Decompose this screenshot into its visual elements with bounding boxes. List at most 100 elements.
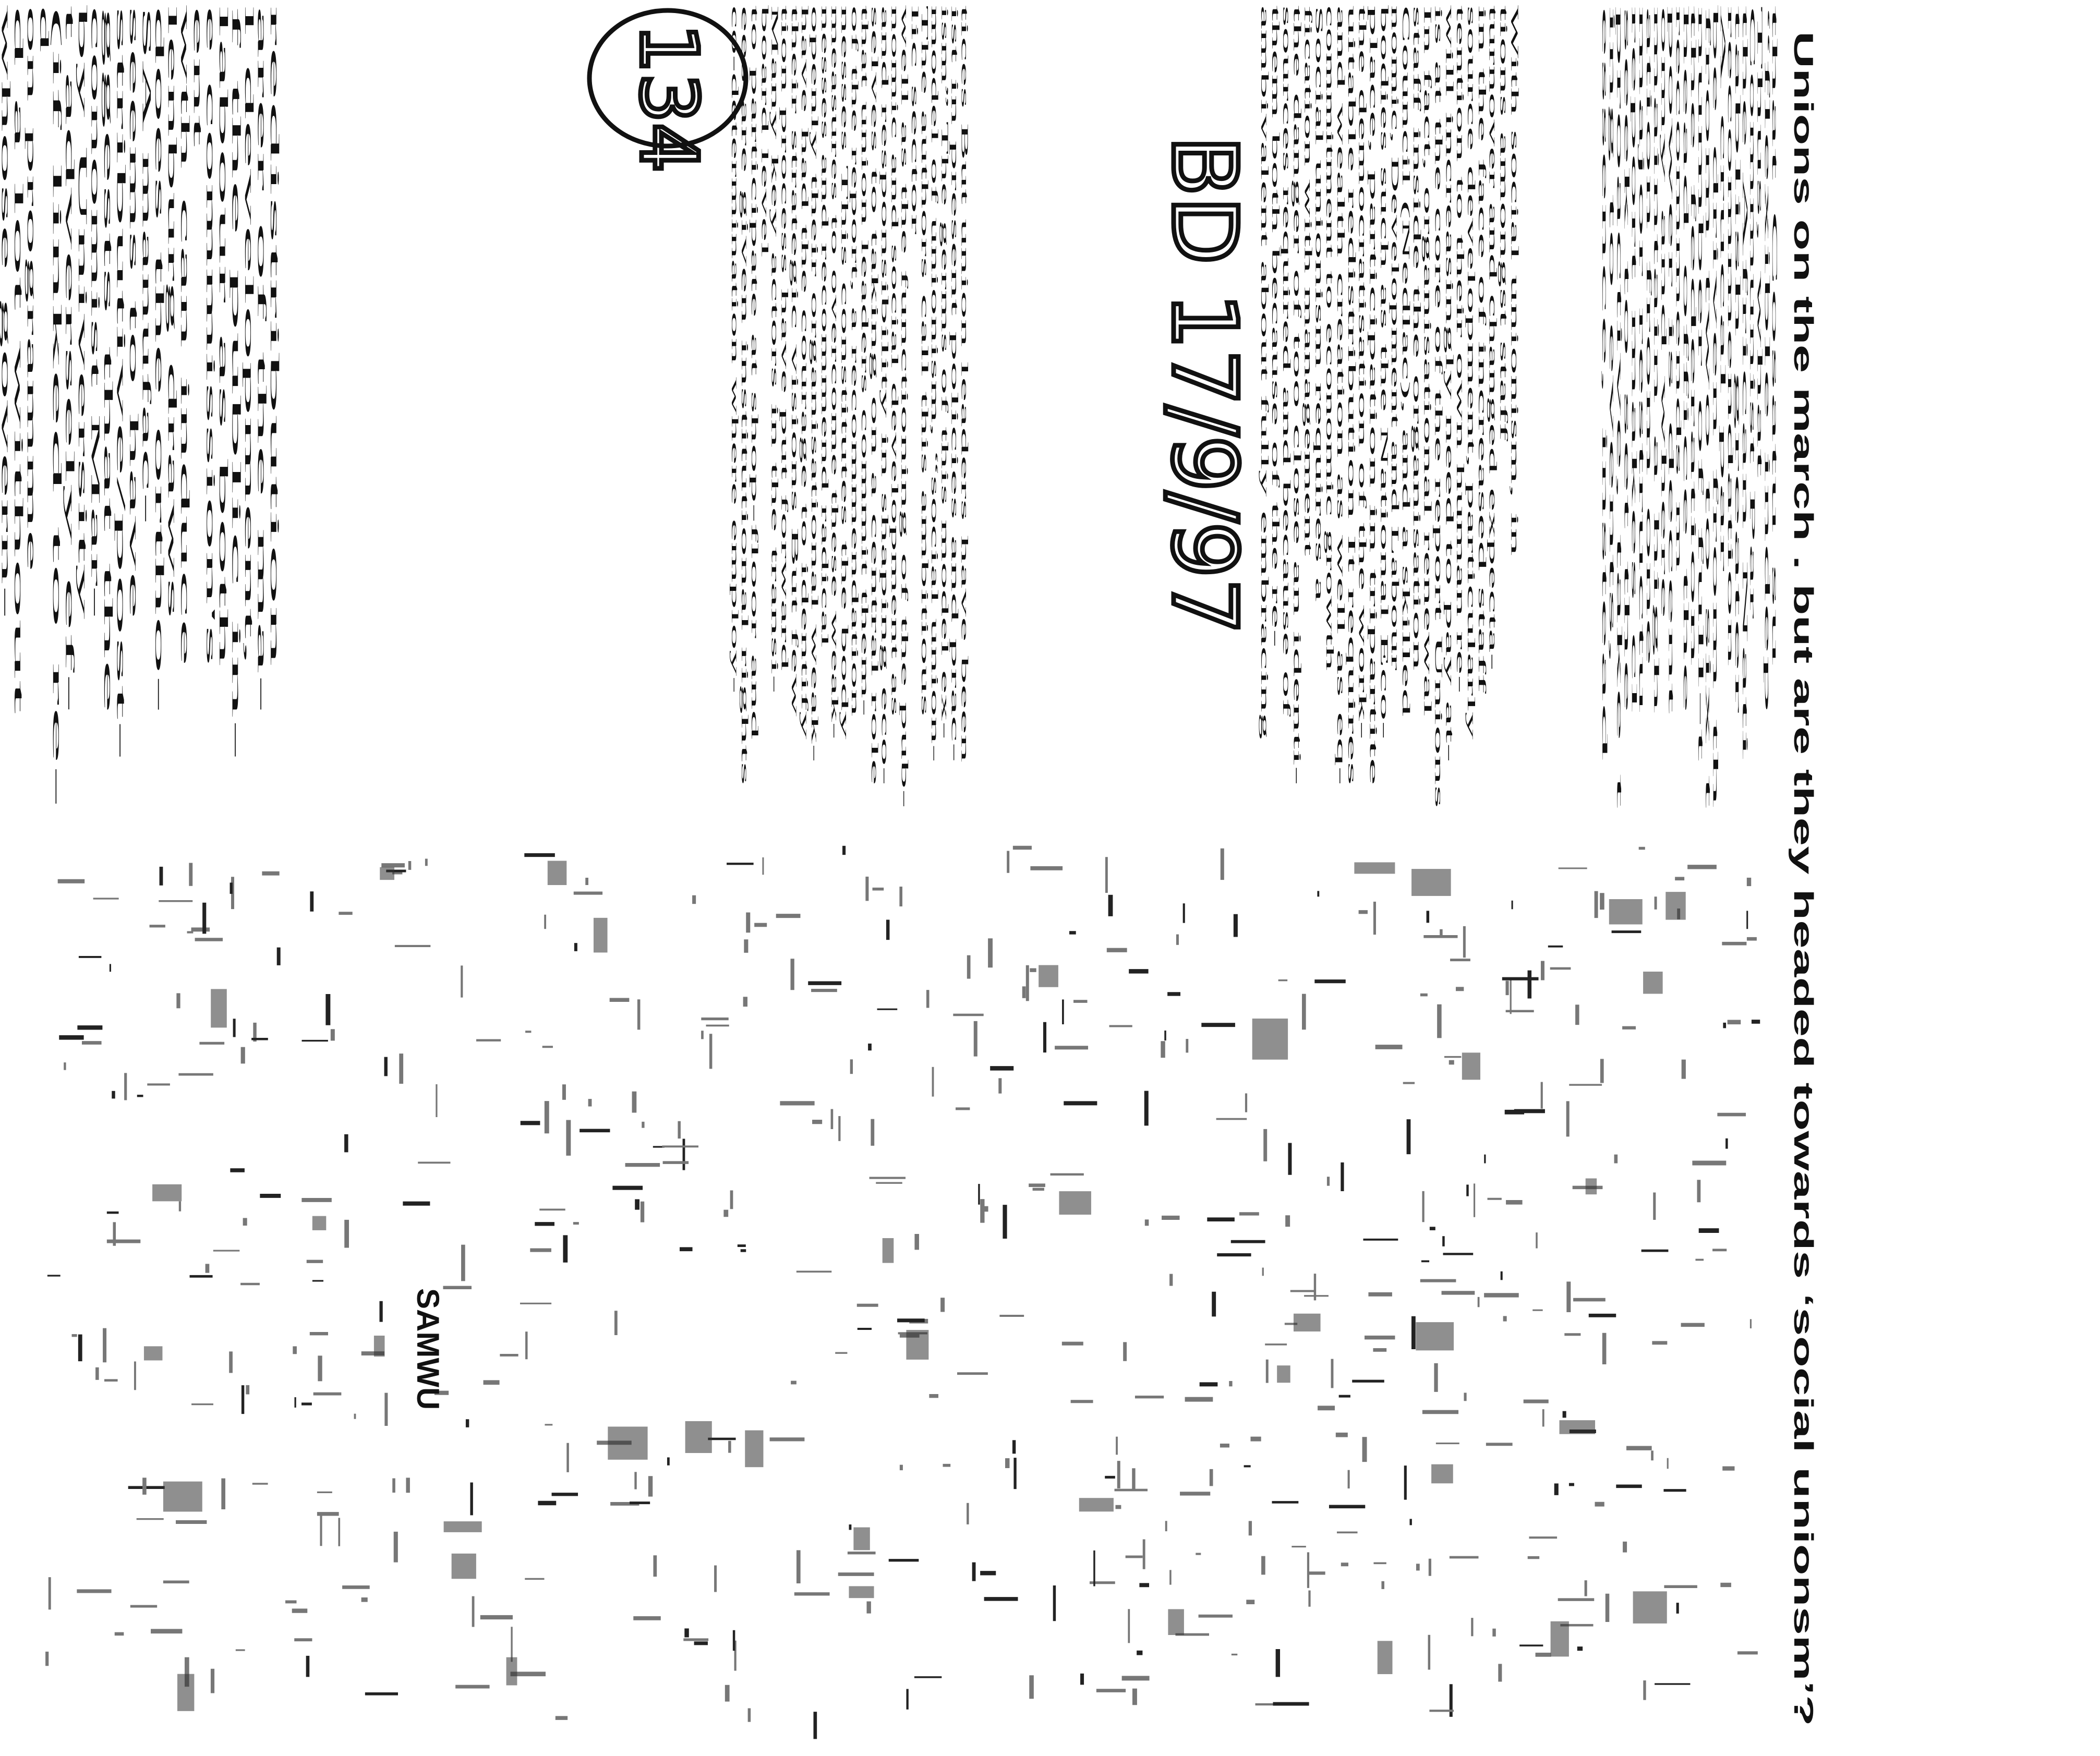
photo-blot: [906, 1330, 928, 1360]
photo-blot: [1609, 899, 1643, 924]
text-line: In fact, organisational renewal: [1422, 5, 1433, 718]
text-line: lic sector: [910, 5, 920, 235]
text-line: ambivalent about fully embracing: [1259, 5, 1270, 740]
text-line: nesses This constitutes the body: [840, 5, 850, 742]
photo-blot: [1586, 1178, 1597, 1194]
photo-blot: [1643, 972, 1663, 994]
photo-blot: [1252, 1019, 1288, 1060]
text-line: selves to taking on a central role: [870, 5, 880, 785]
text-line: commitment to economic growth: [1324, 5, 1335, 671]
text-line: ent: [191, 5, 204, 150]
text-line: the African Nati: [1741, 5, 1749, 764]
text-line: whose govern-: [0, 5, 13, 620]
photo-blot: [853, 1528, 870, 1551]
date-note: BD 17/9/97: [1152, 136, 1256, 635]
text-line: t adversely ef-: [63, 5, 76, 714]
photo-blot: [1039, 965, 1058, 987]
photo-blot: [1665, 892, 1685, 919]
photo-blot: [444, 1521, 482, 1532]
newspaper-scan: SAMWU 134 BD 17/9/97 whose govern-d a lo…: [0, 0, 2100, 1756]
photo-blot: [1633, 1591, 1667, 1624]
text-line: proactive, take t: [1615, 5, 1623, 811]
text-line: conomist Mar-: [89, 5, 102, 620]
text-line: “flexible indep: [1764, 5, 1771, 717]
photo-blot: [1559, 1420, 1595, 1434]
photo-blot: [1431, 1464, 1453, 1484]
photo-blot: [1462, 1052, 1480, 1080]
text-line: well as the functioning of the pub-: [900, 5, 910, 808]
text-line: d: [37, 5, 51, 54]
photo-caption: Unions on the march . but are they heade…: [1788, 31, 1818, 1726]
text-line: the democratisation of the work-: [1357, 5, 1368, 740]
paper: [0, 0, 2100, 1756]
text-line: omy and where: [1660, 5, 1668, 620]
text-line: turnover and changed expecta-: [1487, 5, 1499, 671]
text-line: lenburg draws: [165, 5, 179, 620]
photo-blot: [1551, 1621, 1569, 1657]
text-line: and responsibility in shaping eco-: [879, 5, 890, 785]
page-number: 134: [623, 23, 714, 173]
text-line: that union leaders commit them-: [860, 5, 870, 717]
text-line: A crucal par: [1719, 5, 1727, 577]
text-line: staff inside the organisation: [1411, 5, 1422, 671]
text-line: seek to set the: [1623, 5, 1631, 714]
text-line: SA manufac-: [140, 5, 153, 525]
text-line: Council (Nedlac), and a skilled: [1400, 5, 1411, 717]
photo-blot: [312, 1216, 326, 1230]
text-line: co-determination where employ-: [730, 5, 740, 694]
text-line: nomic, Development and Labour: [1389, 5, 1401, 672]
photo-blot: [1079, 1498, 1114, 1511]
text-line: source development, particularly: [1465, 5, 1477, 740]
photo-blot: [1411, 869, 1451, 896]
text-line: fication with management: [1302, 5, 1313, 558]
photo-blot: [1059, 1191, 1091, 1215]
text-line: of the report, a recommendation: [850, 5, 860, 717]
text-line: from two to six t: [1704, 5, 1712, 810]
text-line: head office the: [1682, 5, 1690, 714]
text-line: model of unionism, “social union-: [930, 5, 940, 762]
text-line: nesses and recommend radical: [819, 5, 830, 648]
text-line: is at the core of the report Unions: [1432, 5, 1444, 808]
text-line: ing to events,: [1608, 5, 1616, 667]
text-line: have had the courage to identify: [800, 5, 810, 742]
text-line: d a lot without: [11, 5, 25, 717]
photo-blot: [1378, 1641, 1393, 1674]
text-line: openly their organisational weak-: [810, 5, 820, 762]
text-line: tion process have put forward: [780, 5, 790, 671]
text-line: and wealth creation as well as eq-: [1335, 5, 1346, 785]
photo-blot: [594, 918, 608, 953]
photo-blot: [1354, 862, 1395, 874]
text-line: the federation: [1689, 5, 1697, 669]
text-line: in the face of increased staff: [1476, 5, 1488, 695]
photo-blot: [548, 861, 567, 886]
photo-blot: [211, 989, 227, 1027]
photo-blot: [1294, 1314, 1321, 1331]
text-line: l development,: [242, 5, 256, 667]
text-line: redistribution: [268, 5, 281, 669]
photo-blot: [506, 1657, 517, 1686]
text-line: tices But union leaders have been: [960, 5, 970, 762]
photo-blot: [745, 1431, 763, 1468]
photo-blot: [1168, 1609, 1184, 1635]
text-line: recommendation: [1727, 5, 1734, 669]
text-line: With social unionism, in: [1508, 5, 1520, 556]
page: SAMWU 134 BD 17/9/97 whose govern-d a lo…: [0, 0, 2100, 1756]
text-line: their strategic visions But few: [790, 5, 800, 719]
text-line: uitable redistribution It requires: [1346, 5, 1357, 785]
text-line: The authors call this ambitious: [920, 5, 930, 717]
text-line: ees are given institutional rights: [740, 5, 750, 785]
text-line: Thus, what: [1756, 5, 1764, 480]
text-line: ism” The germs of this model ex-: [939, 5, 950, 740]
text-line: seems to have: [127, 5, 140, 620]
photo-blot: [177, 1674, 194, 1711]
text-line: place, participation in tripartite: [1367, 5, 1379, 786]
text-column: ambivalent about fully embracingthem bot…: [1259, 5, 1520, 808]
photo-blot: [144, 1346, 162, 1360]
text-line: recommends m: [1675, 5, 1683, 576]
text-line: tions amongst staff: [1498, 5, 1509, 442]
text-line: labour as both: [216, 5, 230, 669]
text-line: (if linked to re-: [50, 5, 64, 808]
text-line: report makes cl: [1631, 5, 1638, 716]
text-line: e commission's: [203, 5, 217, 667]
photo-blot: [1277, 1365, 1290, 1383]
